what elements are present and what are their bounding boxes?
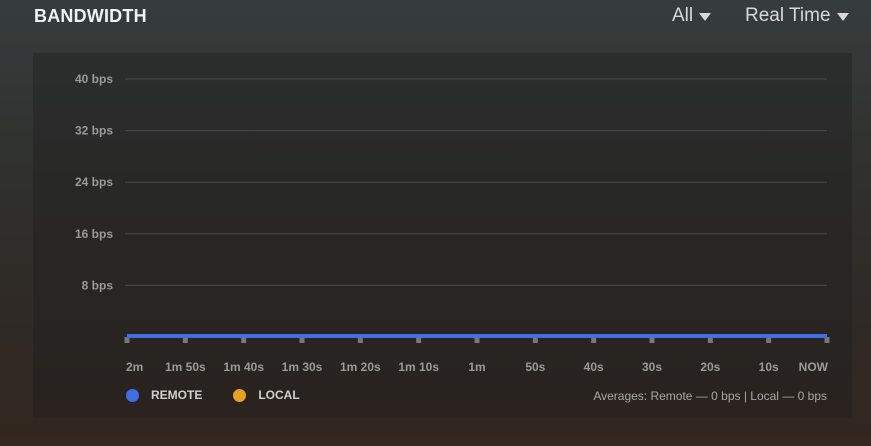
x-tick-label: 2m (126, 360, 143, 374)
y-tick-label: 16 bps (75, 227, 113, 241)
local-dot-icon (233, 388, 247, 402)
widget-title: BANDWIDTH (34, 6, 147, 26)
x-tick-label: 10s (759, 360, 779, 374)
time-range-dropdown[interactable]: Real Time (745, 5, 849, 27)
x-tick-mark (357, 337, 363, 343)
legend-local-label: LOCAL (258, 388, 300, 402)
chart-panel: 40 bps 32 bps 24 bps 16 bps 8 bps 2m 1m 50s 1m … (33, 53, 852, 418)
legend-item-remote[interactable]: REMOTE (126, 388, 202, 402)
x-tick-label: 40s (584, 360, 604, 374)
x-tick-mark (182, 337, 188, 343)
x-tick-mark (766, 337, 772, 343)
x-tick-mark (649, 337, 655, 343)
chart-legend: REMOTE LOCAL (126, 388, 331, 402)
x-tick-mark (124, 337, 130, 343)
time-range-dropdown-label: Real Time (745, 5, 831, 26)
x-tick-label: 1m (468, 360, 485, 374)
x-tick-mark (707, 337, 713, 343)
x-tick-mark (591, 337, 597, 343)
x-tick-label: 1m 30s (282, 360, 323, 374)
x-tick-label: 50s (525, 360, 545, 374)
caret-down-icon (699, 13, 712, 21)
x-tick-mark (474, 337, 480, 343)
x-tick-mark (241, 337, 247, 343)
filter-dropdown[interactable]: All (672, 5, 712, 27)
filter-dropdown-label: All (672, 5, 694, 26)
bandwidth-chart: 40 bps 32 bps 24 bps 16 bps 8 bps 2m 1m 50s 1m … (75, 72, 830, 374)
x-tick-label: 1m 10s (398, 360, 439, 374)
x-tick-mark (824, 337, 830, 343)
x-tick-label: 1m 20s (340, 360, 381, 374)
y-tick-label: 8 bps (82, 278, 114, 292)
y-tick-label: 40 bps (75, 72, 113, 86)
x-tick-label: 20s (700, 360, 720, 374)
x-tick-label: 1m 50s (165, 360, 206, 374)
x-tick-mark (299, 337, 305, 343)
legend-remote-label: REMOTE (151, 388, 203, 402)
averages-summary: Averages: Remote — 0 bps | Local — 0 bps (593, 389, 827, 403)
legend-item-local[interactable]: LOCAL (233, 388, 300, 402)
x-tick-label: 30s (642, 360, 662, 374)
x-tick-label: 1m 40s (223, 360, 264, 374)
x-tick-mark (416, 337, 422, 343)
y-tick-label: 24 bps (75, 175, 113, 189)
remote-dot-icon (126, 388, 139, 402)
y-tick-label: 32 bps (75, 124, 113, 138)
x-tick-mark (532, 337, 538, 343)
x-tick-label: NOW (799, 360, 829, 374)
caret-down-icon (836, 13, 849, 21)
